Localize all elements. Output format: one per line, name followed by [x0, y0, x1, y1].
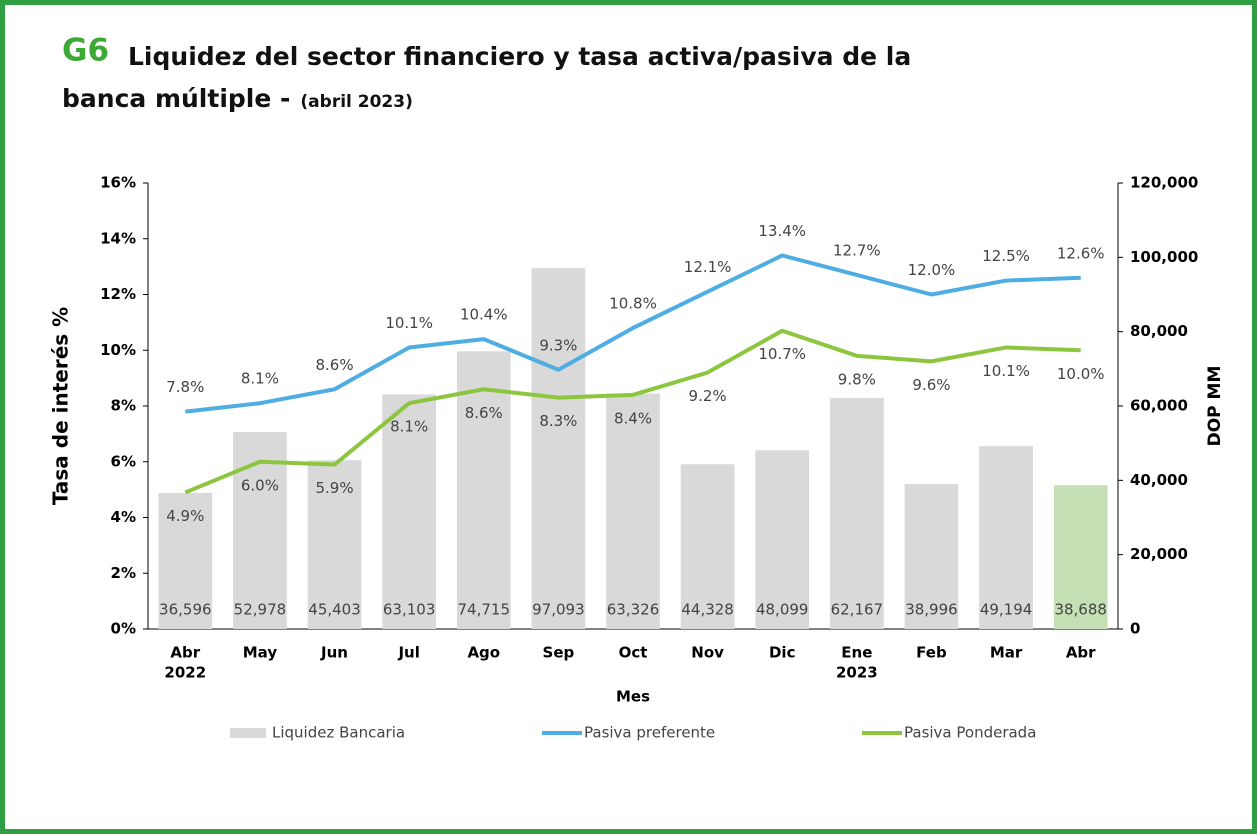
line-label: 10.8% — [609, 294, 657, 312]
legend-label: Pasiva preferente — [584, 724, 715, 742]
line-label: 10.1% — [982, 362, 1030, 380]
bar-label: 38,688 — [1054, 601, 1107, 619]
line-label: 8.4% — [614, 409, 652, 427]
line-label: 12.5% — [982, 247, 1030, 265]
bar — [606, 393, 660, 629]
line-label: 12.6% — [1057, 244, 1105, 262]
y-tick-label: 4% — [111, 508, 136, 526]
line-label: 12.0% — [908, 261, 956, 279]
y-tick-label: 10% — [100, 341, 136, 359]
x-tick-label: Jul — [397, 644, 419, 662]
line-label: 12.7% — [833, 241, 881, 259]
bar — [158, 492, 213, 629]
x-tick-label: May — [243, 644, 278, 662]
bar-label: 49,194 — [980, 601, 1033, 619]
bar-label: 52,978 — [234, 601, 287, 619]
x-tick-label: Jun — [320, 644, 348, 662]
bar-label: 63,326 — [607, 601, 660, 619]
y2-axis-title: DOP MM — [1205, 366, 1225, 447]
x-axis-title: Mes — [616, 688, 650, 706]
bar — [829, 397, 884, 629]
y2-tick-label: 120,000 — [1130, 174, 1198, 192]
y-tick-label: 12% — [100, 285, 136, 303]
legend-swatch — [230, 728, 266, 738]
x-tick-label: Nov — [691, 644, 724, 662]
x-tick-label: Ene — [841, 644, 872, 662]
bar — [979, 446, 1033, 629]
title-line: Liquidez del sector financiero y tasa ac… — [128, 42, 911, 71]
y-tick-label: 16% — [100, 174, 136, 192]
line-label: 9.6% — [912, 376, 950, 394]
line-label: 12.1% — [684, 258, 732, 276]
line-label: 13.4% — [758, 222, 806, 240]
bar-label: 36,596 — [159, 601, 212, 619]
line-label: 10.7% — [758, 345, 806, 363]
line-label: 9.2% — [689, 387, 727, 405]
title-tag: G6 — [62, 33, 109, 69]
y2-tick-label: 40,000 — [1130, 471, 1188, 489]
x-tick-year: 2022 — [164, 664, 206, 682]
line — [185, 253, 1081, 414]
x-tick-label: Ago — [467, 644, 500, 662]
y2-tick-label: 80,000 — [1130, 322, 1188, 340]
legend-label: Pasiva Ponderada — [904, 724, 1036, 742]
bar — [755, 450, 810, 629]
x-tick-label: Sep — [543, 644, 575, 662]
y2-tick-label: 0 — [1130, 620, 1140, 638]
line-label: 6.0% — [241, 476, 279, 494]
bar-label: 38,996 — [905, 601, 958, 619]
x-tick-label: Mar — [990, 644, 1023, 662]
y-tick-label: 2% — [111, 564, 136, 582]
y-tick-label: 0% — [111, 620, 136, 638]
bar-label: 44,328 — [681, 601, 734, 619]
bar-label: 63,103 — [383, 601, 436, 619]
legend-label: Liquidez Bancaria — [272, 724, 405, 742]
line-label: 10.1% — [385, 314, 433, 332]
title-line: banca múltiple - — [62, 84, 290, 113]
chart-subtitle: (abril 2023) — [300, 92, 412, 112]
chart-title: Liquidez del sector financiero y tasa ac… — [62, 42, 911, 113]
bar — [233, 432, 287, 629]
bar-label: 62,167 — [831, 601, 884, 619]
bar — [456, 351, 511, 629]
y-tick-label: 14% — [100, 229, 136, 247]
y2-tick-label: 100,000 — [1130, 248, 1198, 266]
y2-tick-label: 60,000 — [1130, 397, 1188, 415]
x-tick-year: 2023 — [836, 664, 878, 682]
y2-tick-label: 20,000 — [1130, 545, 1188, 563]
x-tick-label: Abr — [1066, 644, 1096, 662]
bar — [680, 464, 735, 629]
line-label: 8.6% — [465, 404, 503, 422]
x-tick-label: Feb — [916, 644, 947, 662]
line-label: 8.6% — [315, 356, 353, 374]
bar — [382, 394, 437, 629]
line — [184, 328, 1081, 495]
x-tick-label: Dic — [769, 644, 795, 662]
bar — [531, 268, 586, 629]
line-label: 8.1% — [241, 370, 279, 388]
bar-label: 45,403 — [308, 601, 361, 619]
x-tick-label: Oct — [619, 644, 648, 662]
x-tick-label: Abr — [170, 644, 200, 662]
line-label: 9.3% — [539, 336, 577, 354]
y-tick-label: 6% — [111, 452, 136, 470]
bar — [904, 484, 959, 629]
y-tick-label: 8% — [111, 397, 136, 415]
line-label: 8.1% — [390, 418, 428, 436]
line-label: 4.9% — [166, 507, 204, 525]
bar — [1053, 485, 1108, 629]
bar-label: 48,099 — [756, 601, 809, 619]
y-axis-title: Tasa de interés % — [49, 307, 73, 505]
line-label: 9.8% — [838, 370, 876, 388]
line-label: 8.3% — [539, 412, 577, 430]
bar-label: 97,093 — [532, 601, 585, 619]
bar — [307, 460, 362, 629]
line-label: 5.9% — [315, 479, 353, 497]
bar-label: 74,715 — [458, 601, 511, 619]
line-label: 10.0% — [1057, 365, 1105, 383]
line-label: 7.8% — [166, 378, 204, 396]
line-label: 10.4% — [460, 306, 508, 324]
